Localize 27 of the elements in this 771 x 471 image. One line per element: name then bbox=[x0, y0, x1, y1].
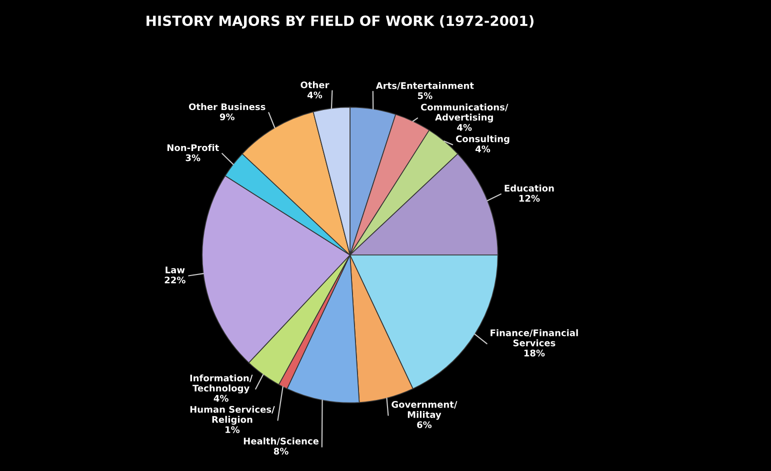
slice-label: Non-Profit bbox=[167, 144, 219, 152]
data-label: 12% bbox=[519, 194, 540, 202]
slice-label: Other bbox=[300, 81, 330, 88]
data-label: 5% bbox=[418, 92, 432, 100]
data-label: 4% bbox=[476, 146, 490, 152]
data-label: 1% bbox=[226, 426, 240, 434]
data-label: 9% bbox=[220, 113, 234, 120]
slice-label: Health/Science bbox=[244, 437, 319, 446]
slice-label: Government/ Militay bbox=[392, 401, 458, 420]
data-label: 22% bbox=[164, 276, 186, 284]
slice-label: Consulting bbox=[456, 135, 510, 144]
data-label: 4% bbox=[214, 394, 228, 402]
data-label: 8% bbox=[274, 448, 288, 455]
slice-label: Law bbox=[166, 266, 185, 274]
slice-label: Human Services/ Religion bbox=[190, 406, 275, 425]
chart-title: HISTORY MAJORS BY FIELD OF WORK (1972-2001) bbox=[146, 15, 534, 29]
slice-label: Other Business bbox=[188, 103, 266, 110]
slice-label: Communications/ Advertising bbox=[420, 104, 508, 122]
slice-label: Arts/Entertainment bbox=[376, 82, 474, 90]
data-label: 6% bbox=[417, 421, 432, 428]
slice-label: Information/ Technology bbox=[190, 374, 253, 394]
data-label: 4% bbox=[457, 124, 472, 131]
data-label: 4% bbox=[307, 92, 322, 98]
data-label: 18% bbox=[524, 350, 545, 356]
slice-label: Finance/Financial Services bbox=[490, 329, 578, 346]
slice-label: Education bbox=[504, 184, 554, 192]
data-label: 3% bbox=[186, 154, 200, 162]
